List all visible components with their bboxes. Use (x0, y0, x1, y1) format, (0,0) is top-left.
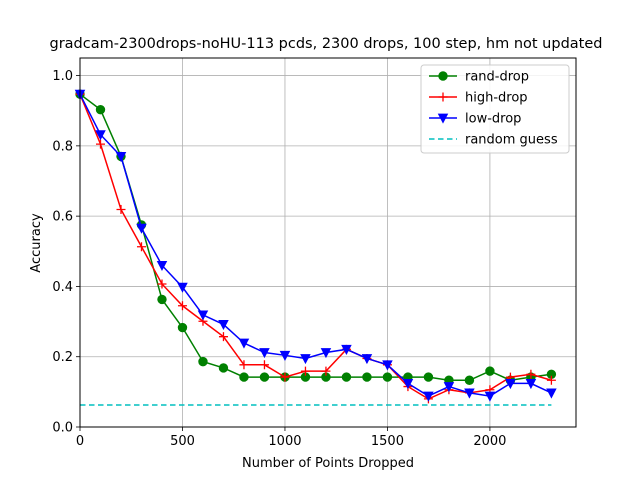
data-point-triangle (484, 391, 496, 402)
data-point-plus (321, 366, 331, 376)
series-low-drop (74, 89, 557, 402)
data-point-plus (239, 360, 249, 370)
data-point-triangle (382, 360, 393, 371)
data-point-circle (259, 372, 270, 382)
data-point-circle (239, 372, 249, 382)
data-point-plus (280, 372, 290, 382)
data-point-plus (116, 204, 126, 214)
plot-frame (79, 57, 577, 428)
data-point-circle (341, 372, 352, 382)
data-point-triangle (525, 379, 537, 390)
legend-entry: low-drop (429, 112, 521, 127)
x-tick-label: 0 (76, 434, 84, 449)
data-point-triangle (177, 282, 188, 293)
data-point-plus (177, 301, 187, 311)
y-axis-label: Accuracy (29, 213, 44, 273)
data-point-triangle (300, 354, 311, 365)
data-point-circle (438, 71, 448, 81)
data-point-triangle (505, 379, 516, 390)
data-point-circle (198, 356, 208, 367)
legend-label: rand-drop (465, 70, 529, 85)
data-point-triangle (115, 152, 127, 163)
data-point-triangle (423, 391, 434, 402)
x-tick-label: 1000 (268, 434, 301, 449)
y-tick-label: 1.0 (52, 69, 73, 84)
legend-label: high-drop (465, 91, 528, 106)
y-tick-label: 0.4 (52, 280, 73, 295)
axis-ticks: 0 500 1000 1500 2000 0.0 0.2 0.4 0.6 0.8 1.0 (52, 69, 506, 449)
y-tick-label: 0.8 (52, 139, 73, 154)
data-point-triangle (218, 319, 229, 331)
data-point-triangle (443, 382, 455, 393)
legend-entry: random guess (429, 133, 558, 148)
legend: rand-drop high-drop low-drop random guess (420, 64, 570, 154)
legend-label: random guess (465, 133, 558, 148)
data-point-plus (218, 332, 228, 342)
data-point-circle (177, 322, 188, 333)
data-point-triangle (238, 338, 250, 349)
y-tick-label: 0.0 (52, 421, 73, 436)
x-tick-label: 500 (170, 434, 195, 449)
data-point-plus (438, 92, 448, 102)
legend-entry: rand-drop (429, 70, 529, 85)
data-point-circle (362, 372, 372, 382)
x-tick-label: 2000 (473, 434, 506, 449)
data-point-triangle (437, 113, 449, 124)
data-point-plus (157, 279, 167, 289)
y-tick-label: 0.2 (52, 350, 73, 365)
data-point-triangle (341, 344, 352, 355)
data-point-circle (157, 294, 167, 305)
data-point-triangle (197, 310, 209, 321)
data-point-triangle (279, 350, 291, 361)
data-point-triangle (259, 348, 270, 359)
data-point-triangle (361, 354, 373, 365)
data-point-plus (95, 139, 105, 149)
data-point-triangle (464, 388, 475, 399)
data-point-plus (546, 375, 556, 385)
data-point-triangle (156, 260, 168, 272)
data-point-circle (95, 104, 106, 115)
x-tick-label: 1500 (371, 434, 404, 449)
chart-title: gradcam-2300drops-noHU-113 pcds, 2300 dr… (50, 36, 603, 52)
data-point-circle (464, 375, 475, 385)
data-point-triangle (402, 379, 414, 390)
data-point-plus (136, 242, 146, 252)
data-point-plus (300, 366, 310, 376)
legend-label: low-drop (465, 112, 521, 127)
data-point-circle (485, 366, 495, 376)
y-tick-label: 0.6 (52, 210, 73, 225)
data-point-circle (218, 363, 229, 373)
data-point-circle (382, 372, 393, 382)
data-point-triangle (546, 388, 557, 399)
data-point-triangle (320, 348, 332, 359)
legend-entry: high-drop (429, 91, 528, 106)
data-point-triangle (95, 130, 106, 141)
series-lines (74, 89, 557, 406)
data-point-plus (526, 369, 536, 379)
legend-box (420, 64, 570, 154)
series-line (79, 93, 552, 397)
data-point-plus (259, 360, 269, 370)
data-point-circle (423, 372, 434, 382)
x-axis-label: Number of Points Dropped (242, 456, 414, 471)
data-point-triangle (136, 223, 147, 234)
